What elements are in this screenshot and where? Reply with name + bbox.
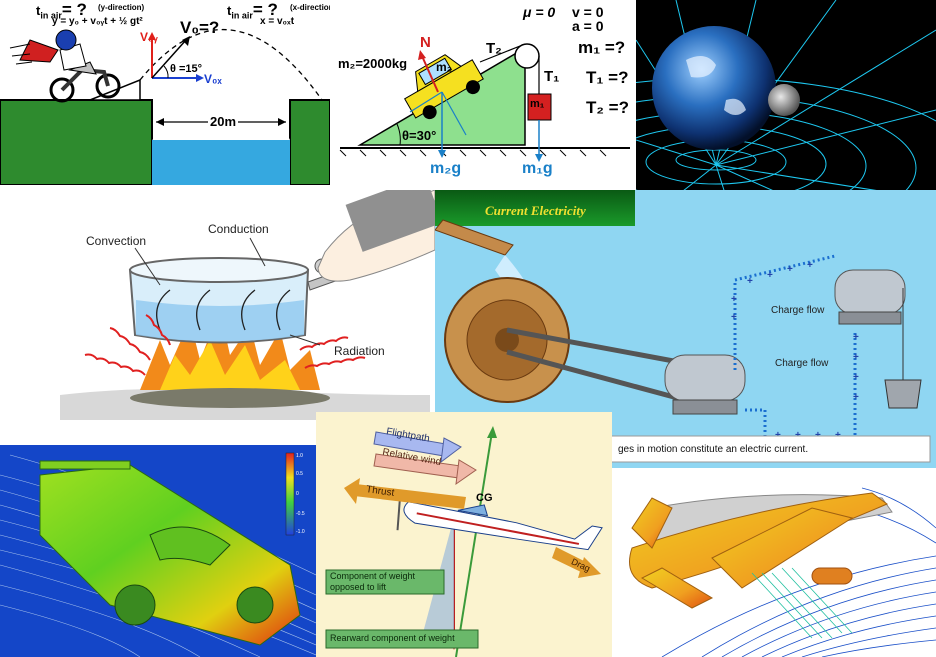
incline-angle-label: θ=30°	[402, 128, 437, 143]
t2-label: T₂	[486, 40, 502, 57]
airliner-cfd-panel	[612, 468, 936, 657]
current-title-bar	[435, 190, 635, 226]
v-label: v = 0	[572, 4, 604, 20]
current-title: Current Electricity	[485, 203, 586, 218]
svg-text:+: +	[853, 392, 859, 403]
airplane-forces-panel: Flightpath Relative wind Thrust CG Drag …	[316, 412, 612, 657]
race-car-cfd-image: 1.0 0.5 0 -0.5 -1.0	[0, 452, 316, 657]
generator-diagram: ++++ ++++ ++++ ++	[435, 219, 931, 463]
conduction-label: Conduction	[208, 222, 269, 236]
v0x-label: V₀ₓ	[204, 72, 222, 86]
race-car-cfd-panel: 1.0 0.5 0 -0.5 -1.0	[0, 445, 316, 657]
incline-diagram	[339, 43, 630, 162]
svg-text:+: +	[853, 372, 859, 383]
x-equation: x = v₀ₓt	[260, 16, 295, 27]
svg-text:+: +	[787, 264, 793, 275]
mu-label: μ = 0	[523, 4, 556, 20]
airplane-forces-diagram	[325, 426, 603, 657]
svg-text:1.0: 1.0	[296, 453, 303, 459]
svg-text:+: +	[747, 276, 753, 287]
v0y-label: V₀ᵧ	[140, 30, 158, 44]
y-direction-label: (y-direction)	[98, 3, 145, 12]
svg-text:-0.5: -0.5	[296, 511, 305, 517]
svg-text:+: +	[731, 294, 737, 305]
t1-label: T₁	[544, 68, 560, 85]
rearward-weight-label: Rearward component of weight	[330, 633, 455, 643]
radiation-label: Radiation	[334, 344, 385, 358]
t2-question: T₂ =?	[586, 98, 629, 117]
convection-label: Convection	[86, 234, 147, 248]
m2g-label: m₂g	[430, 160, 462, 177]
svg-text:-1.0: -1.0	[296, 529, 305, 535]
current-caption: ges in motion constitute an electric cur…	[618, 444, 809, 455]
m2-block-label: m₂	[436, 60, 453, 74]
svg-text:+: +	[853, 352, 859, 363]
svg-text:+: +	[767, 270, 773, 281]
m1-block-label: m₁	[530, 98, 545, 110]
m1g-label: m₁g	[522, 160, 553, 177]
svg-text:0.5: 0.5	[296, 471, 303, 477]
heat-transfer-panel: Convection Conduction Radiation	[50, 190, 435, 420]
heat-transfer-diagram	[60, 190, 435, 420]
t-air-y-label: tin air= ?	[36, 0, 87, 21]
normal-force-label: N	[420, 34, 431, 51]
charge-flow-label-2: Charge flow	[775, 358, 829, 369]
a-label: a = 0	[572, 18, 604, 34]
v0-label: V₀=?	[180, 18, 220, 37]
m2-mass-label: m₂=2000kg	[338, 56, 408, 71]
x-direction-label: (x-direction)	[290, 3, 330, 12]
theta-label: θ =15°	[170, 63, 203, 75]
svg-text:+: +	[853, 332, 859, 343]
motorcycle-diagram	[0, 28, 330, 185]
incline-pulley-panel: μ = 0 v = 0 a = 0 m₂=2000kg m₂ m₁ N T₂ T…	[330, 0, 636, 190]
y-equation: y = y₀ + v₀ᵧt + ½ gt²	[52, 16, 143, 27]
svg-text:+: +	[731, 312, 737, 323]
m1-question: m₁ =?	[578, 38, 626, 57]
current-electricity-panel: Current Electricity ++++ ++++ ++++ ++ Ch…	[435, 190, 936, 468]
cg-label: CG	[476, 492, 493, 504]
t-air-x-label: tin air= ?	[227, 0, 278, 21]
airliner-cfd-image	[629, 487, 936, 657]
t1-question: T₁ =?	[586, 68, 629, 87]
charge-flow-label-1: Charge flow	[771, 305, 825, 316]
distance-label: 20m	[208, 114, 239, 129]
svg-text:0: 0	[296, 491, 299, 497]
component-weight-label: Component of weight opposed to lift	[330, 571, 416, 592]
motorcycle-projectile-panel: tin air= ? (y-direction) y = y₀ + v₀ᵧt +…	[0, 0, 330, 185]
svg-text:+: +	[807, 260, 813, 271]
